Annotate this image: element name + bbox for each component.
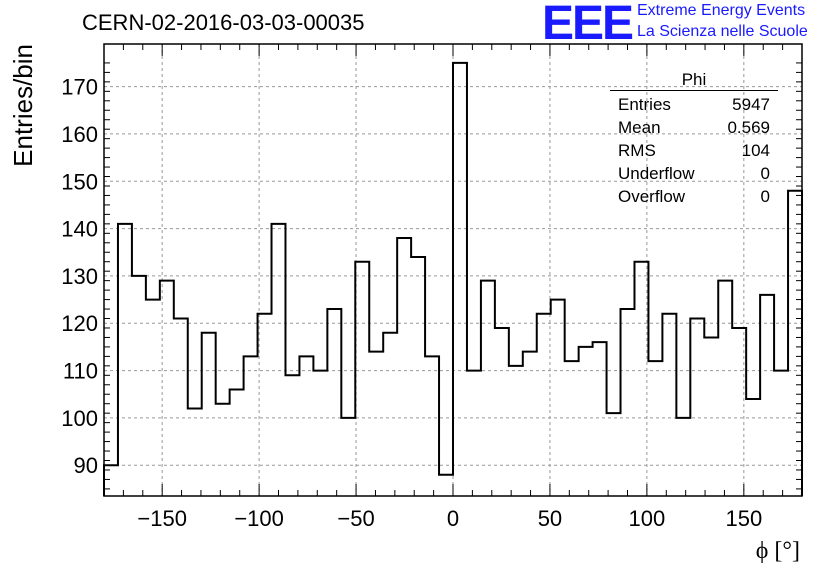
x-tick-label: 0 — [447, 506, 459, 531]
x-tick-label: 100 — [629, 506, 666, 531]
stats-value: 5947 — [732, 95, 770, 114]
histogram-line — [103, 61, 803, 496]
tick-labels: −150 −100 −50 0 50 100 150 90 100 110 120 130 140 150… — [61, 75, 762, 531]
stats-value: 0 — [760, 164, 770, 183]
x-tick-label: 150 — [725, 506, 762, 531]
stats-row-overflow: Overflow 0 — [610, 185, 778, 208]
stats-value: 0.569 — [727, 118, 770, 137]
eee-logo: EEE — [542, 0, 634, 50]
logo-caption-line1: Extreme Energy Events — [637, 2, 806, 19]
y-tick-label: 100 — [61, 406, 98, 431]
stats-label: RMS — [618, 141, 656, 160]
y-tick-label: 150 — [61, 169, 98, 194]
stats-row-entries: Entries 5947 — [610, 93, 778, 116]
stats-value: 104 — [741, 141, 770, 160]
stats-title: Phi — [681, 70, 707, 89]
stats-row-rms: RMS 104 — [610, 139, 778, 162]
stats-label: Mean — [618, 118, 661, 137]
chart-title: CERN-02-2016-03-03-00035 — [82, 10, 365, 35]
logo-caption-line2: La Scienza nelle Scuole — [637, 23, 808, 40]
y-axis-label: Entries/bin — [8, 44, 38, 167]
x-tick-label: −150 — [137, 506, 187, 531]
x-axis-label: ϕ [°] — [756, 538, 800, 564]
stats-box: Phi Entries 5947 Mean 0.569 RMS 104 Unde… — [610, 70, 778, 208]
y-tick-label: 160 — [61, 122, 98, 147]
stats-label: Overflow — [618, 187, 686, 206]
stats-divider — [610, 90, 778, 91]
x-tick-label: −100 — [234, 506, 284, 531]
y-tick-label: 90 — [74, 453, 98, 478]
y-tick-label: 170 — [61, 75, 98, 100]
stats-value: 0 — [760, 187, 770, 206]
stats-row-underflow: Underflow 0 — [610, 162, 778, 185]
y-tick-label: 110 — [63, 359, 98, 384]
y-tick-label: 140 — [61, 217, 98, 242]
x-tick-label: 50 — [538, 506, 562, 531]
y-tick-label: 130 — [61, 264, 98, 289]
y-tick-label: 120 — [61, 311, 98, 336]
stats-label: Entries — [618, 95, 671, 114]
ticks-layer — [103, 44, 803, 496]
stats-row-mean: Mean 0.569 — [610, 116, 778, 139]
stats-label: Underflow — [618, 164, 695, 183]
x-tick-label: −50 — [337, 506, 374, 531]
